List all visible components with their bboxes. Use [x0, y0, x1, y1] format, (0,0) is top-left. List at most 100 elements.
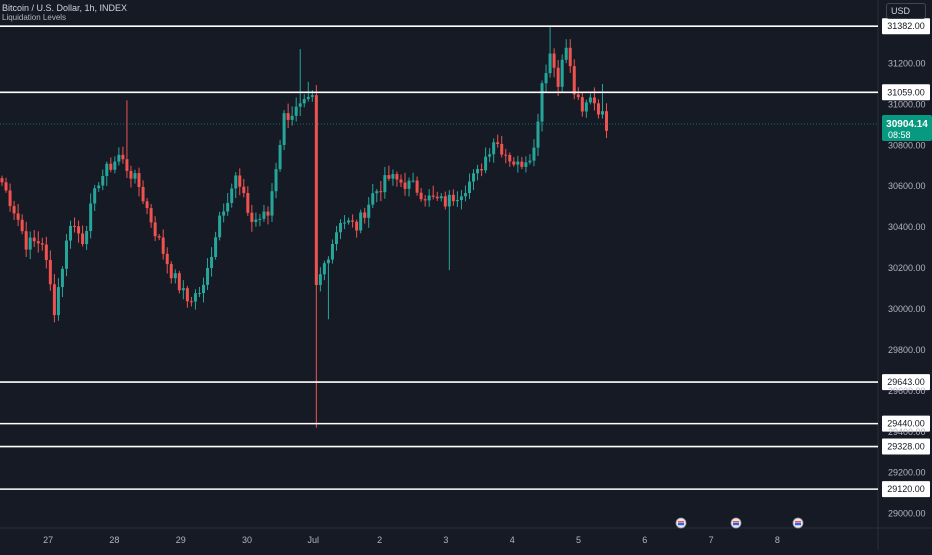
- candle-body: [254, 219, 258, 222]
- candle-body: [206, 267, 210, 285]
- candle-body: [552, 53, 556, 68]
- candle-body: [560, 59, 564, 87]
- candle-body: [435, 196, 439, 199]
- event-marker-flag-red: [733, 521, 739, 523]
- candle-body: [181, 288, 185, 291]
- candle-body: [250, 212, 254, 222]
- level-price-label: 31059.00: [887, 87, 925, 97]
- candle-body: [64, 240, 68, 269]
- candle-body: [238, 175, 242, 187]
- candle-body: [496, 142, 500, 144]
- candle-body: [524, 162, 528, 167]
- time-tick-label: 29: [176, 535, 186, 545]
- event-marker-icon[interactable]: [675, 517, 687, 529]
- candle-body: [451, 194, 455, 202]
- currency-selector[interactable]: USD: [886, 3, 926, 19]
- candle-body: [339, 223, 343, 233]
- candle-body: [189, 301, 193, 303]
- event-marker-flag-blue: [678, 523, 684, 526]
- candle-body: [484, 156, 488, 171]
- candle-body: [600, 111, 604, 115]
- event-marker-icon[interactable]: [792, 517, 804, 529]
- price-tick-label: 30000.00: [888, 304, 926, 314]
- candle-body: [161, 237, 165, 254]
- time-tick-label: 2: [377, 535, 382, 545]
- candle-body: [20, 219, 24, 232]
- price-tick-label: 29000.00: [888, 509, 926, 519]
- candle-body: [278, 144, 282, 170]
- candle-body: [576, 94, 580, 98]
- candle-body: [488, 154, 492, 157]
- candle-body: [270, 191, 274, 216]
- candle-body: [169, 264, 173, 279]
- event-marker-flag-red: [678, 521, 684, 523]
- candle-body: [423, 199, 427, 201]
- event-marker-icon[interactable]: [730, 517, 742, 529]
- candle-body: [588, 97, 592, 103]
- candle-body: [536, 121, 540, 148]
- candle-body: [210, 256, 214, 268]
- candle-body: [234, 175, 238, 189]
- candle-body: [81, 233, 85, 245]
- candle-body: [36, 241, 40, 244]
- candle-body: [383, 175, 387, 193]
- candle-body: [286, 113, 290, 120]
- candle-body: [157, 236, 161, 238]
- price-tick-label: 31200.00: [888, 58, 926, 68]
- candle-body: [149, 208, 153, 223]
- level-price-label: 29643.00: [887, 377, 925, 387]
- candle-body: [556, 67, 560, 87]
- candle-body: [407, 180, 411, 189]
- symbol-title: Bitcoin / U.S. Dollar, 1h, INDEX: [2, 3, 128, 13]
- price-tick-label: 29400.00: [888, 427, 926, 437]
- candle-body: [564, 47, 568, 60]
- candle-body: [298, 103, 302, 107]
- candle-body: [500, 143, 504, 155]
- event-marker-flag-blue: [795, 523, 801, 526]
- candle-body: [572, 66, 576, 95]
- candle-body: [391, 174, 395, 179]
- candle-body: [395, 174, 399, 180]
- candle-body: [230, 188, 234, 203]
- candle-body: [334, 232, 338, 245]
- candle-body: [322, 263, 326, 275]
- candle-body: [516, 161, 520, 165]
- candle-body: [463, 193, 467, 197]
- level-price-tag: [882, 18, 930, 35]
- candle-body: [472, 173, 476, 182]
- level-price-label: 31382.00: [887, 21, 925, 31]
- candle-body: [137, 173, 141, 188]
- price-tick-label: 31000.00: [888, 99, 926, 109]
- candle-body: [330, 244, 334, 260]
- candle-body: [101, 175, 105, 186]
- candle-body: [367, 204, 371, 218]
- price-tick-label: 30600.00: [888, 181, 926, 191]
- candle-body: [508, 155, 512, 162]
- candle-body: [282, 113, 286, 145]
- candles: [0, 26, 608, 428]
- candle-body: [492, 142, 496, 155]
- bar-countdown-label: 08:58: [888, 130, 911, 140]
- candle-body: [544, 73, 548, 84]
- candle-body: [97, 185, 101, 189]
- candle-body: [351, 220, 355, 222]
- candle-body: [60, 268, 64, 288]
- candle-body: [197, 293, 201, 295]
- candle-body: [455, 200, 459, 202]
- candle-body: [427, 195, 431, 201]
- price-tick-label: 29800.00: [888, 345, 926, 355]
- candle-body: [173, 273, 177, 279]
- candle-body: [69, 225, 73, 241]
- candle-body: [371, 193, 375, 205]
- candle-body: [379, 191, 383, 193]
- candle-body: [0, 178, 4, 183]
- price-tick-label: 29600.00: [888, 386, 926, 396]
- candle-body: [202, 284, 205, 294]
- candle-body: [415, 180, 419, 193]
- indicator-label[interactable]: Liquidation Levels: [2, 13, 67, 22]
- candle-body: [294, 106, 298, 116]
- candle-body: [77, 226, 81, 234]
